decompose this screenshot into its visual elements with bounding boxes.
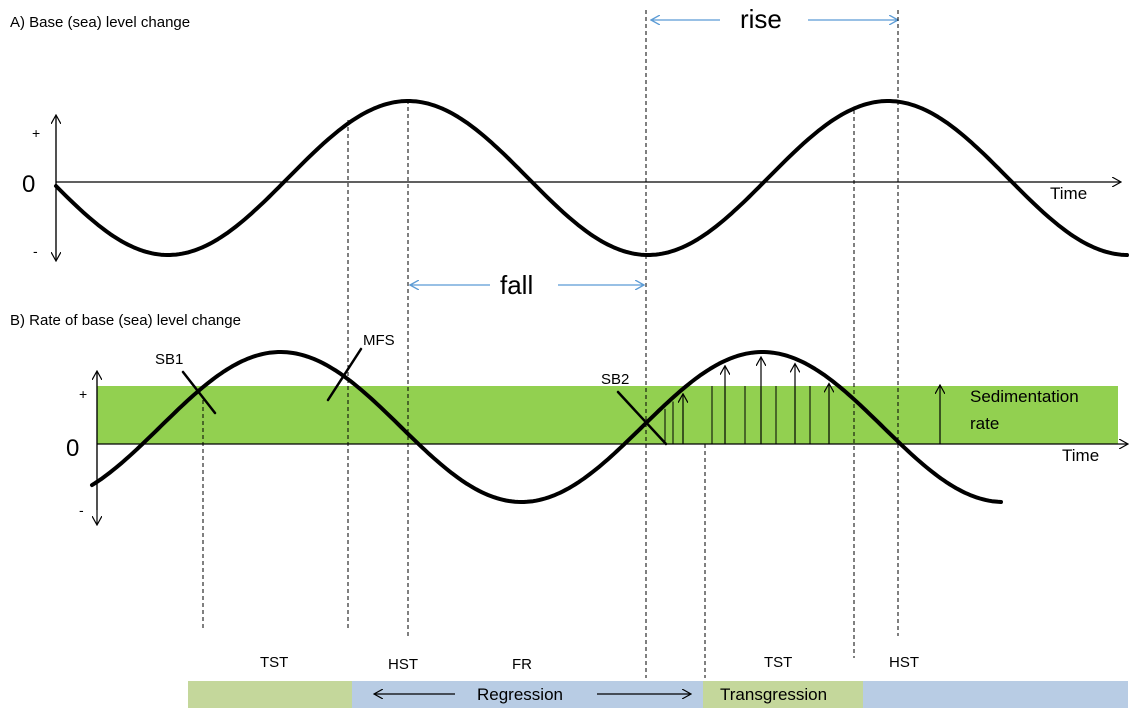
panel-a-minus: - bbox=[33, 243, 38, 259]
sedimentation-band bbox=[97, 386, 1118, 444]
mfs-marker bbox=[326, 347, 363, 402]
sb1-marker bbox=[181, 370, 217, 415]
tract-fr: FR bbox=[512, 656, 532, 673]
panel-b-rate-curve bbox=[90, 350, 1003, 504]
tract-hst-1: HST bbox=[388, 656, 418, 673]
accommodation-arrows bbox=[664, 358, 829, 444]
panel-a-zero: 0 bbox=[22, 171, 35, 198]
panel-b-title: B) Rate of base (sea) level change bbox=[10, 312, 241, 329]
panel-a-sea-level-curve bbox=[54, 99, 1129, 257]
transgression-label: Transgression bbox=[720, 685, 827, 704]
rise-label: rise bbox=[740, 4, 782, 34]
panel-b-time-label: Time bbox=[1062, 446, 1099, 465]
sb2-marker bbox=[616, 390, 668, 446]
tract-tst-2: TST bbox=[764, 654, 792, 671]
panel-b-zero: 0 bbox=[66, 435, 79, 462]
mfs-label: MFS bbox=[363, 332, 395, 349]
panel-a-title: A) Base (sea) level change bbox=[10, 14, 190, 31]
sb1-label: SB1 bbox=[155, 351, 183, 368]
sedimentation-label-line2: rate bbox=[970, 414, 999, 433]
bar-segment-green-1 bbox=[188, 681, 352, 708]
sedimentation-label-line1: Sedimentation bbox=[970, 387, 1079, 406]
fall-label: fall bbox=[500, 270, 533, 300]
panel-a-time-label: Time bbox=[1050, 184, 1087, 203]
bar-segment-blue-2 bbox=[863, 681, 1128, 708]
tract-hst-2: HST bbox=[889, 654, 919, 671]
regression-label: Regression bbox=[477, 685, 563, 704]
tract-tst-1: TST bbox=[260, 654, 288, 671]
panel-b-minus: - bbox=[79, 502, 84, 518]
sb2-label: SB2 bbox=[601, 371, 629, 388]
panel-a-plus: + bbox=[32, 125, 40, 141]
panel-b-plus: + bbox=[79, 386, 87, 402]
bar-segment-green-transgression bbox=[703, 681, 863, 708]
